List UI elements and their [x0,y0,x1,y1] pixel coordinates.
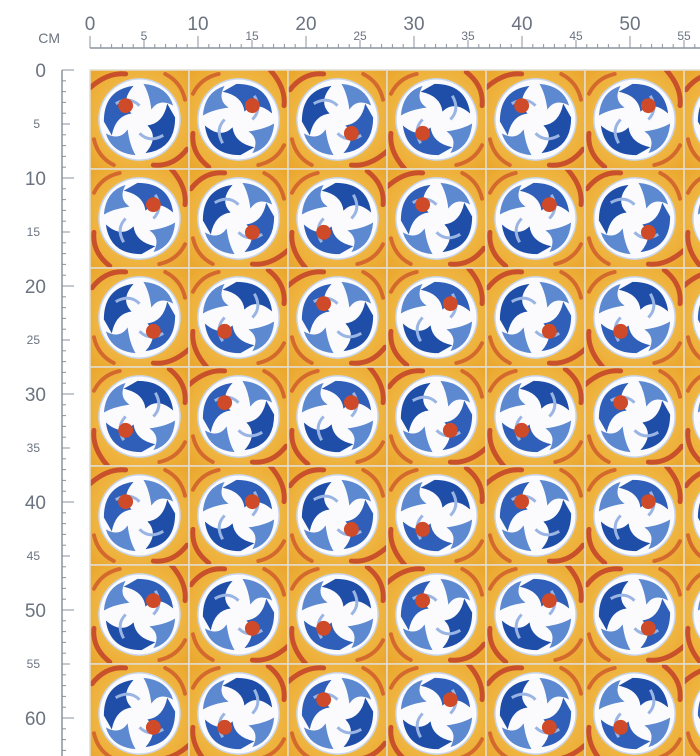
tile [189,367,288,466]
tile [684,268,700,367]
tile [90,466,189,565]
top-ruler-label: 35 [461,29,475,43]
tile-grout [683,564,700,665]
left-ruler-label: 30 [25,385,46,406]
tile-grout [683,465,700,566]
tile [585,268,684,367]
tile [387,664,486,756]
tile [486,367,585,466]
left-ruler-label: 0 [35,61,46,82]
tile [288,664,387,756]
tile [684,367,700,466]
top-ruler-label: 0 [85,14,96,35]
top-ruler-label: 20 [295,14,316,35]
tile [288,70,387,169]
tile [585,169,684,268]
left-ruler-label: 55 [27,657,41,671]
top-ruler-label: 50 [619,14,640,35]
tile [684,664,700,756]
top-ruler-label: 45 [569,29,583,43]
tile [486,664,585,756]
tile [90,565,189,664]
tile [585,565,684,664]
tile [684,565,700,664]
left-ruler-label: 50 [25,601,46,622]
tile [288,466,387,565]
left-ruler-label: 5 [33,117,40,131]
tile [189,268,288,367]
tile [90,70,189,169]
tile-grout [683,366,700,467]
tile [585,367,684,466]
tile [90,367,189,466]
tile [387,268,486,367]
left-ruler-label: 35 [27,441,41,455]
tile [90,169,189,268]
tile [387,466,486,565]
tile [90,664,189,756]
left-ruler-label: 25 [27,333,41,347]
top-ruler-label: 25 [353,29,367,43]
ruler-unit: CM [38,30,60,46]
tile [486,169,585,268]
tile [189,565,288,664]
left-ruler-label: 10 [25,169,46,190]
tile [486,70,585,169]
tile [387,367,486,466]
left-ruler-label: 40 [25,493,46,514]
tile [288,268,387,367]
tile [387,70,486,169]
top-ruler-label: 55 [677,29,691,43]
left-ruler-label: 45 [27,549,41,563]
top-ruler-label: 5 [141,29,148,43]
tile [486,565,585,664]
tile-pattern [89,69,700,756]
top-ruler-label: 15 [245,29,259,43]
tile [288,565,387,664]
tile [90,268,189,367]
tile-grout [683,267,700,368]
tile [387,169,486,268]
tile [585,664,684,756]
top-ruler-label: 30 [403,14,424,35]
tile [189,169,288,268]
tile [684,70,700,169]
tile [387,565,486,664]
ruler: CM 0 5 10 15 20 25 30 35 40 45 50 55 0 5 10 15 20 25 30 35 4… [25,14,700,756]
left-ruler-label: 20 [25,277,46,298]
tile [585,466,684,565]
tile [684,169,700,268]
tile [189,70,288,169]
tile-grout [683,663,700,756]
left-ruler-label: 60 [25,709,46,730]
tile [684,466,700,565]
tile [288,367,387,466]
tile-grout [683,168,700,269]
top-ruler-label: 10 [187,14,208,35]
tile [288,169,387,268]
tile [189,466,288,565]
tile [486,268,585,367]
top-ruler-label: 40 [511,14,532,35]
tile [189,664,288,756]
left-ruler-label: 15 [27,225,41,239]
tile-grout [683,69,700,170]
tile [585,70,684,169]
tile [486,466,585,565]
